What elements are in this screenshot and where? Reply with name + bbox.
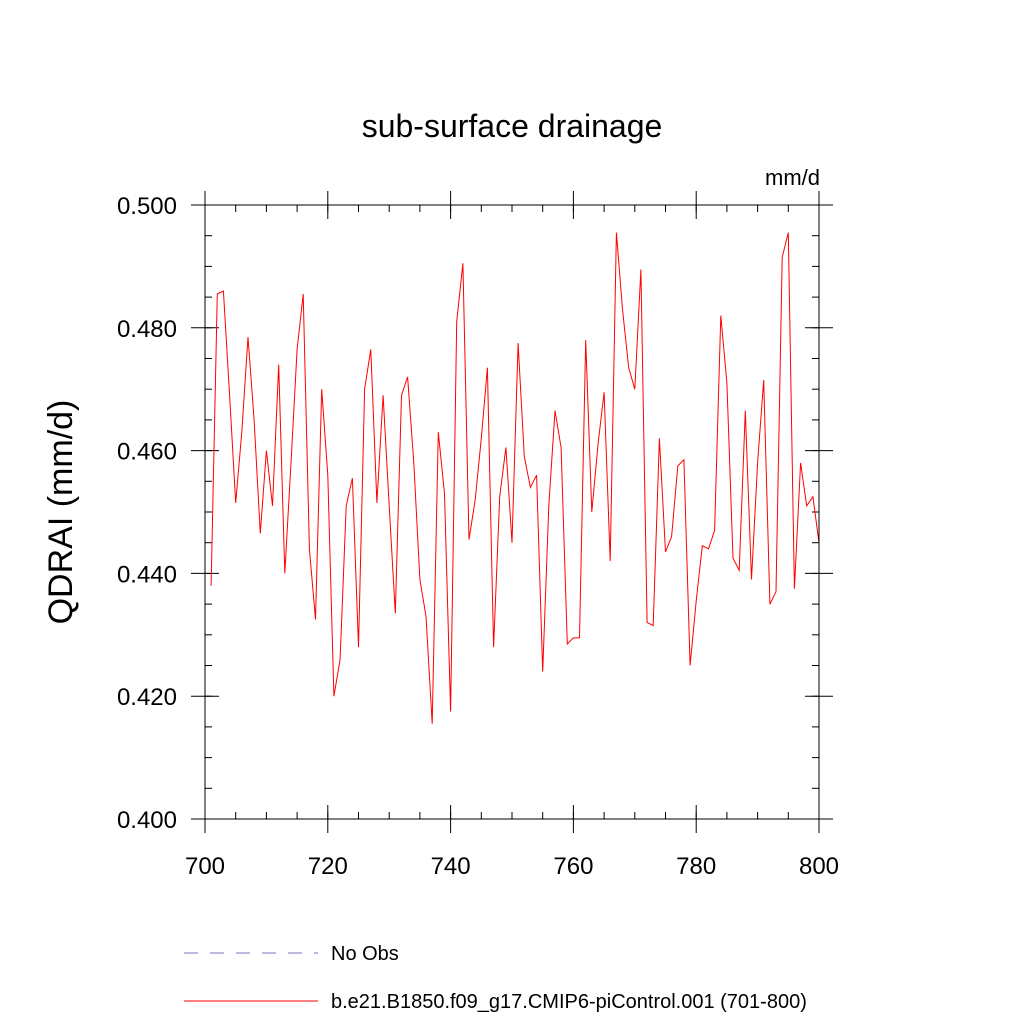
x-tick-label: 780	[676, 853, 716, 880]
series-line-picontrol	[210, 232, 820, 724]
y-tick-label: 0.460	[117, 439, 177, 466]
axis-ticks	[191, 191, 833, 833]
y-tick-label: 0.400	[117, 807, 177, 834]
units-label: mm/d	[765, 165, 820, 190]
y-tick-label: 0.440	[117, 561, 177, 588]
data-series	[210, 232, 820, 724]
x-tick-label: 740	[431, 853, 471, 880]
legend-label-picontrol: b.e21.B1850.f09_g17.CMIP6-piControl.001 …	[331, 991, 807, 1013]
y-tick-label: 0.420	[117, 684, 177, 711]
legend-label-no-obs: No Obs	[331, 943, 399, 965]
y-tick-label: 0.500	[117, 193, 177, 220]
legend: No Obs b.e21.B1850.f09_g17.CMIP6-piContr…	[184, 943, 807, 1013]
y-axis-label: QDRAI (mm/d)	[42, 400, 80, 625]
x-tick-label: 760	[553, 853, 593, 880]
x-tick-label: 700	[185, 853, 225, 880]
x-tick-label: 800	[799, 853, 839, 880]
chart-title: sub-surface drainage	[362, 108, 663, 144]
plot-frame	[204, 204, 820, 820]
x-tick-label: 720	[308, 853, 348, 880]
axis-tick-labels: 700 720 740 760 780 800 0.400 0.420 0.440 0.460 0.…	[117, 193, 839, 880]
y-tick-label: 0.480	[117, 316, 177, 343]
